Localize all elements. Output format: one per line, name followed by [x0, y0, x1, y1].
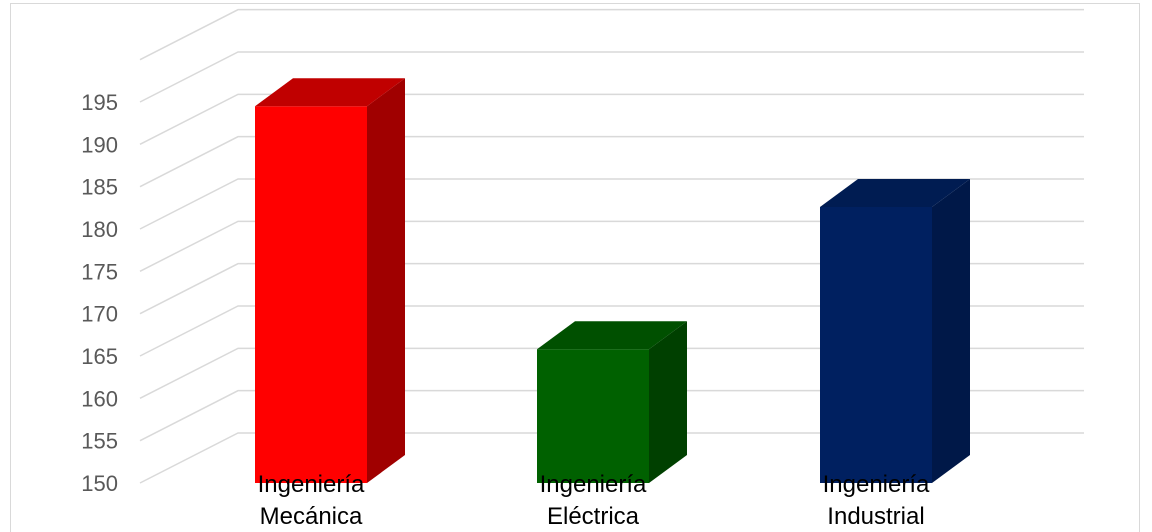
gridline — [139, 51, 1084, 103]
bar — [537, 321, 687, 483]
y-tick-label: 175 — [81, 259, 118, 284]
gridline — [139, 135, 1084, 188]
gridline — [139, 432, 1084, 484]
y-tick-label: 155 — [81, 429, 118, 454]
x-category-label: Ingeniería Mecánica — [258, 471, 365, 530]
bar-side-face — [367, 78, 405, 483]
y-tick-label: 150 — [81, 471, 118, 496]
gridline — [139, 305, 1084, 357]
y-tick-label: 190 — [81, 132, 118, 157]
y-tick-label: 195 — [81, 90, 118, 115]
gridline — [139, 178, 1084, 230]
bar-side-face — [932, 178, 970, 483]
y-tick-label: 170 — [81, 302, 118, 327]
y-axis-ticks: 150 155 160 165 170 175 180 185 190 195 — [81, 90, 118, 496]
x-category-label: Ingeniería Eléctrica — [540, 471, 647, 530]
gridline — [139, 220, 1084, 273]
gridline — [139, 262, 1084, 315]
y-tick-label: 180 — [81, 217, 118, 242]
bar-front-face — [255, 106, 367, 483]
bar-side-face — [649, 321, 687, 483]
gridline — [139, 389, 1084, 442]
gridlines — [139, 8, 1084, 484]
x-category-label: Ingeniería Industrial — [823, 471, 930, 530]
y-tick-label: 160 — [81, 386, 118, 411]
bar-top-face — [537, 321, 687, 350]
gridline — [139, 93, 1084, 146]
y-tick-label: 165 — [81, 344, 118, 369]
y-tick-label: 185 — [81, 175, 118, 200]
bar-front-face — [820, 206, 932, 483]
x-axis-labels: Ingeniería Mecánica Ingeniería Eléctrica Ing… — [258, 471, 930, 530]
gridline — [139, 8, 1084, 61]
bar-top-face — [255, 78, 405, 107]
bar-front-face — [537, 349, 649, 483]
bars — [255, 78, 970, 483]
bar — [255, 78, 405, 483]
gridline — [139, 347, 1084, 400]
bar — [820, 178, 970, 483]
bar-top-face — [820, 178, 970, 207]
